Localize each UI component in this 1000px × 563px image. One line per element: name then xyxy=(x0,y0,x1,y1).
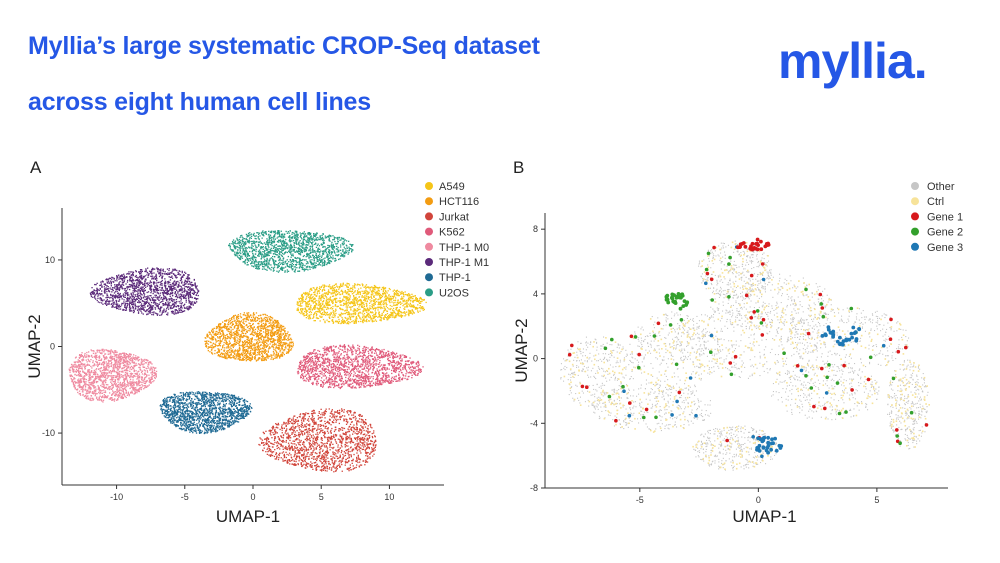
x-tick-label: 10 xyxy=(384,492,394,502)
legend-marker xyxy=(911,197,919,206)
y-tick-label: 8 xyxy=(533,224,538,234)
x-tick-label: -5 xyxy=(636,495,644,505)
cluster-gene-3 xyxy=(755,435,784,455)
cluster-hct116 xyxy=(204,312,294,362)
panel-label-a: A xyxy=(30,158,42,177)
points-gene-2 xyxy=(603,251,914,446)
cluster-thp-1-m1 xyxy=(89,267,200,316)
legend-marker xyxy=(911,242,919,251)
myllia-logo: myllia. xyxy=(778,33,928,89)
x-axis-label: UMAP-1 xyxy=(216,507,280,526)
legend-label: U2OS xyxy=(439,287,469,299)
legend-label: Gene 2 xyxy=(927,227,963,239)
legend-marker xyxy=(425,182,433,190)
legend-marker xyxy=(425,273,433,282)
points-ctrl xyxy=(563,241,930,470)
legend-label: Other xyxy=(927,181,955,193)
x-tick-label: 5 xyxy=(874,495,879,505)
cluster-gene-1 xyxy=(736,237,771,252)
points-gene-3 xyxy=(622,245,886,459)
cluster-jurkat xyxy=(258,408,377,473)
legend-marker xyxy=(425,288,433,297)
y-tick-label: 0 xyxy=(50,342,55,352)
legend-label: THP-1 M0 xyxy=(439,242,489,254)
legend-marker xyxy=(425,242,433,251)
cluster-u2os xyxy=(228,230,354,273)
y-axis-label: UMAP-2 xyxy=(25,314,44,378)
y-axis-label: UMAP-2 xyxy=(512,318,531,382)
legend-marker xyxy=(425,197,433,206)
panel-label-b: B xyxy=(513,158,525,177)
legend-marker xyxy=(911,212,919,221)
x-tick-label: 0 xyxy=(250,492,255,502)
cluster-gene-2 xyxy=(664,292,690,311)
legend-label: THP-1 M1 xyxy=(439,257,489,269)
y-tick-label: -4 xyxy=(530,418,538,428)
legend-label: Jurkat xyxy=(439,211,469,223)
y-tick-label: -10 xyxy=(42,428,55,438)
slide-title-line-1: Myllia’s large systematic CROP-Seq datas… xyxy=(28,32,540,60)
legend-label: Ctrl xyxy=(927,196,944,208)
cluster-k562 xyxy=(296,344,424,390)
legend-a: A549 HCT116 Jurkat K562 THP-1 M0 THP-1 M1 THP-… xyxy=(425,181,489,299)
x-tick-label: 5 xyxy=(319,492,324,502)
legend-marker xyxy=(425,212,433,221)
x-tick-label: -10 xyxy=(110,492,123,502)
cluster-gene-3 xyxy=(820,325,862,347)
slide-title-line-2: across eight human cell lines xyxy=(28,88,371,116)
cluster-thp-1 xyxy=(159,391,253,435)
x-axis-label: UMAP-1 xyxy=(732,507,796,526)
x-tick-label: -5 xyxy=(181,492,189,502)
y-tick-label: 10 xyxy=(45,255,55,265)
y-tick-label: 0 xyxy=(533,354,538,364)
legend-label: A549 xyxy=(439,181,465,193)
cluster-thp-1-m0 xyxy=(68,348,158,403)
legend-label: Gene 1 xyxy=(927,211,963,223)
points-other xyxy=(560,240,930,471)
legend-label: THP-1 xyxy=(439,272,471,284)
legend-marker xyxy=(911,182,919,190)
legend-marker xyxy=(911,227,919,236)
cluster-a549 xyxy=(296,282,427,325)
legend-label: Gene 3 xyxy=(927,242,963,254)
y-tick-label: -8 xyxy=(530,483,538,493)
x-tick-label: 0 xyxy=(756,495,761,505)
legend-marker xyxy=(425,227,433,236)
legend-label: K562 xyxy=(439,227,465,239)
legend-marker xyxy=(425,258,433,266)
y-tick-label: 4 xyxy=(533,289,538,299)
legend-b: Other Ctrl Gene 1 Gene 2 Gene 3 xyxy=(911,181,963,254)
legend-label: HCT116 xyxy=(439,196,479,208)
